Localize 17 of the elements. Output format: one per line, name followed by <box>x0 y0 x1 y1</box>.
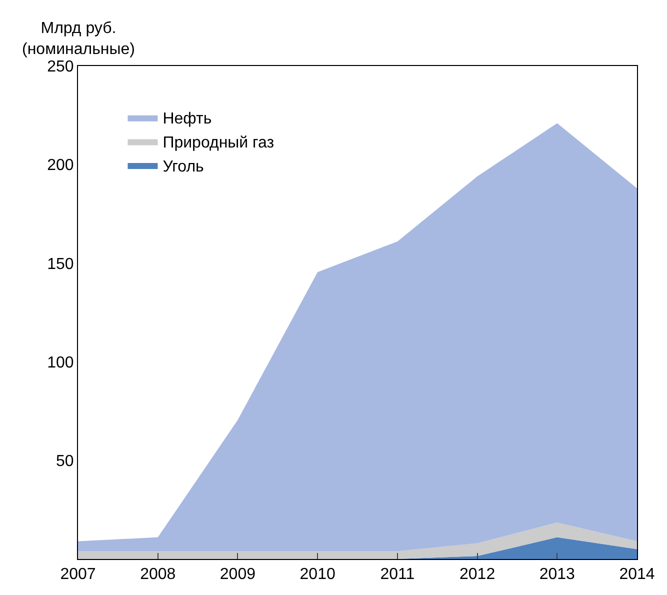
legend-label: Природный газ <box>162 134 274 152</box>
x-tick-label: 2010 <box>300 566 336 584</box>
x-tick-label: 2008 <box>140 566 176 584</box>
y-tick-label: 250 <box>47 58 74 76</box>
x-tick-label: 2014 <box>619 566 655 584</box>
x-tick-label: 2011 <box>380 566 415 584</box>
x-tick-label: 2012 <box>459 566 496 584</box>
y-tick-label: 200 <box>47 157 74 174</box>
x-tick-label: 2007 <box>60 566 96 584</box>
y-tick-label: 100 <box>47 354 74 372</box>
y-tick-label: 150 <box>47 256 74 273</box>
x-tick-label: 2009 <box>220 566 256 584</box>
legend-label: Уголь <box>162 158 204 176</box>
x-tick-label: 2013 <box>539 566 576 584</box>
legend-label: Нефть <box>162 110 212 128</box>
y-axis-title: Млрд руб. (номинальные) <box>22 20 135 58</box>
y-tick-label: 50 <box>56 453 74 470</box>
